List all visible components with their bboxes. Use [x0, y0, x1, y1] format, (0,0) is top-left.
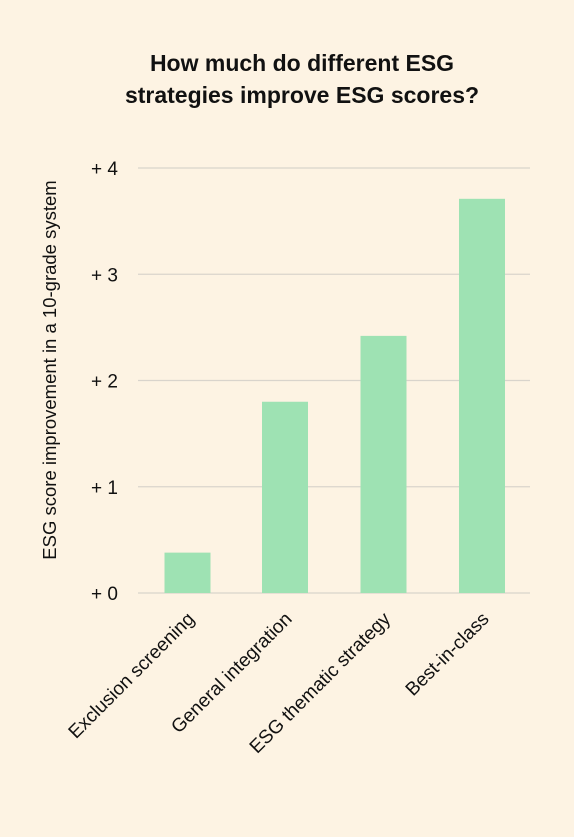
y-tick-label: + 2: [91, 372, 118, 393]
bar: [459, 198, 505, 593]
bar: [262, 401, 308, 593]
x-tick-label: Best-in-class: [402, 609, 494, 701]
y-tick-label: + 4: [91, 159, 118, 180]
bars: [164, 198, 505, 593]
chart-title: How much do different ESG strategies imp…: [125, 50, 479, 108]
chart-title-line-2: strategies improve ESG scores?: [125, 82, 479, 108]
y-tick-label: + 3: [91, 265, 118, 286]
bar: [360, 335, 407, 593]
y-tick-label: + 1: [91, 478, 118, 499]
chart-title-line-1: How much do different ESG: [150, 50, 454, 76]
y-tick-label: + 0: [91, 584, 118, 605]
y-axis-ticks: + 0 + 1 + 2 + 3 + 4: [91, 159, 118, 605]
bar: [164, 552, 211, 593]
y-axis-label: ESG score improvement in a 10-grade syst…: [39, 180, 60, 559]
